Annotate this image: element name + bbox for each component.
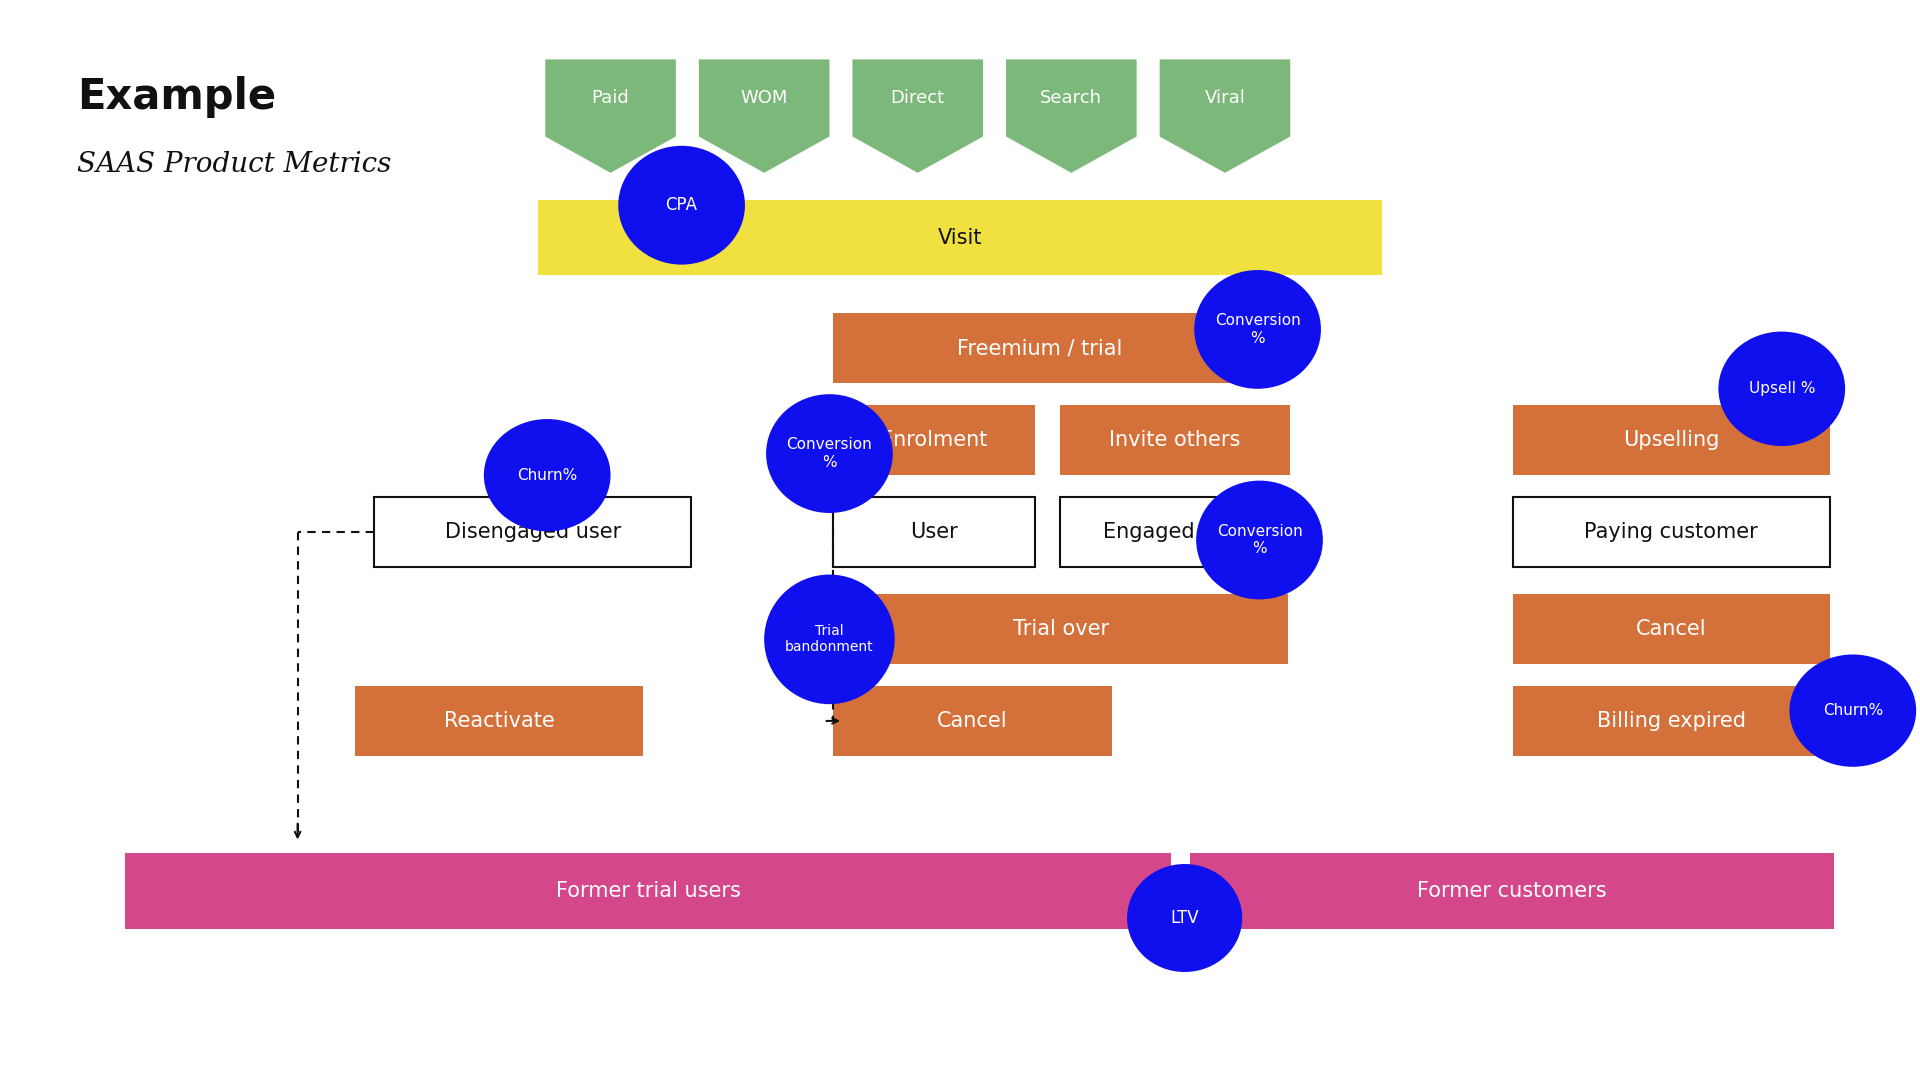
Text: Trial over: Trial over xyxy=(1012,619,1110,639)
FancyBboxPatch shape xyxy=(833,686,1112,756)
FancyBboxPatch shape xyxy=(125,853,1171,929)
Text: Example: Example xyxy=(77,76,276,118)
Ellipse shape xyxy=(766,394,893,513)
Text: Cancel: Cancel xyxy=(937,711,1008,731)
Ellipse shape xyxy=(1194,270,1321,389)
FancyBboxPatch shape xyxy=(1060,497,1290,567)
Polygon shape xyxy=(545,59,676,173)
Ellipse shape xyxy=(1127,864,1242,972)
Text: WOM: WOM xyxy=(741,89,787,107)
FancyBboxPatch shape xyxy=(833,497,1035,567)
Text: User: User xyxy=(910,522,958,542)
Text: Reactivate: Reactivate xyxy=(444,711,555,731)
Text: Upselling: Upselling xyxy=(1622,430,1720,450)
Ellipse shape xyxy=(484,419,611,531)
Text: Engaged user: Engaged user xyxy=(1104,522,1246,542)
Text: Conversion
%: Conversion % xyxy=(1217,524,1302,556)
Ellipse shape xyxy=(764,575,895,704)
Text: Viral: Viral xyxy=(1204,89,1246,107)
Text: Trial
bandonment: Trial bandonment xyxy=(785,624,874,654)
FancyBboxPatch shape xyxy=(538,200,1382,275)
Text: Paying customer: Paying customer xyxy=(1584,522,1759,542)
Text: Churn%: Churn% xyxy=(1822,703,1884,718)
Text: Former customers: Former customers xyxy=(1417,881,1607,901)
Text: Upsell %: Upsell % xyxy=(1749,381,1814,396)
FancyBboxPatch shape xyxy=(1513,594,1830,664)
FancyBboxPatch shape xyxy=(833,405,1035,475)
Text: Visit: Visit xyxy=(937,228,983,247)
FancyBboxPatch shape xyxy=(374,497,691,567)
FancyBboxPatch shape xyxy=(833,313,1246,383)
Ellipse shape xyxy=(1718,332,1845,446)
Text: Freemium / trial: Freemium / trial xyxy=(956,338,1123,359)
FancyBboxPatch shape xyxy=(1513,497,1830,567)
Polygon shape xyxy=(852,59,983,173)
Ellipse shape xyxy=(618,146,745,265)
Text: Search: Search xyxy=(1041,89,1102,107)
Text: CPA: CPA xyxy=(666,197,697,214)
Text: Invite others: Invite others xyxy=(1110,430,1240,450)
Text: Conversion
%: Conversion % xyxy=(787,437,872,470)
FancyBboxPatch shape xyxy=(1513,405,1830,475)
Text: Enrolment: Enrolment xyxy=(881,430,987,450)
Text: Direct: Direct xyxy=(891,89,945,107)
Polygon shape xyxy=(699,59,829,173)
Text: Conversion
%: Conversion % xyxy=(1215,313,1300,346)
Polygon shape xyxy=(1006,59,1137,173)
Text: Churn%: Churn% xyxy=(516,468,578,483)
Text: LTV: LTV xyxy=(1171,909,1198,927)
Text: Paid: Paid xyxy=(591,89,630,107)
FancyBboxPatch shape xyxy=(1190,853,1834,929)
FancyBboxPatch shape xyxy=(355,686,643,756)
Text: Billing expired: Billing expired xyxy=(1597,711,1745,731)
Ellipse shape xyxy=(1789,654,1916,767)
FancyBboxPatch shape xyxy=(1513,686,1830,756)
Polygon shape xyxy=(1160,59,1290,173)
FancyBboxPatch shape xyxy=(833,594,1288,664)
Text: Former trial users: Former trial users xyxy=(555,881,741,901)
FancyBboxPatch shape xyxy=(1060,405,1290,475)
Text: SAAS Product Metrics: SAAS Product Metrics xyxy=(77,151,392,178)
Ellipse shape xyxy=(1196,481,1323,599)
Text: Cancel: Cancel xyxy=(1636,619,1707,639)
Text: Disengaged user: Disengaged user xyxy=(445,522,620,542)
